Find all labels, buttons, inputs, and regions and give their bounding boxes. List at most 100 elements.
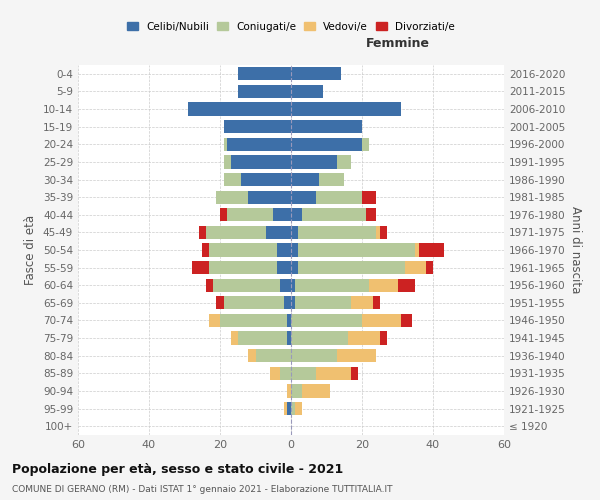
Bar bbox=[277, 244, 291, 256]
Bar bbox=[280, 366, 291, 380]
Bar bbox=[291, 208, 302, 222]
Bar bbox=[238, 85, 291, 98]
Bar bbox=[298, 244, 415, 256]
Bar bbox=[291, 173, 319, 186]
Bar bbox=[256, 349, 291, 362]
Bar bbox=[238, 332, 287, 344]
Bar bbox=[217, 296, 224, 310]
Bar bbox=[291, 314, 362, 327]
Bar bbox=[213, 278, 280, 292]
Bar bbox=[337, 349, 376, 362]
Bar bbox=[291, 384, 302, 398]
Bar bbox=[426, 261, 433, 274]
Bar bbox=[291, 138, 362, 151]
Bar bbox=[362, 190, 376, 204]
Bar bbox=[284, 296, 291, 310]
Bar bbox=[298, 261, 404, 274]
Bar bbox=[206, 278, 213, 292]
Bar bbox=[188, 102, 291, 116]
Bar bbox=[319, 173, 344, 186]
Legend: Celibi/Nubili, Coniugati/e, Vedovi/e, Divorziati/e: Celibi/Nubili, Coniugati/e, Vedovi/e, Di… bbox=[124, 18, 458, 34]
Bar bbox=[362, 314, 401, 327]
Bar bbox=[230, 156, 291, 168]
Bar bbox=[248, 190, 291, 204]
Bar bbox=[227, 208, 273, 222]
Bar bbox=[199, 226, 206, 239]
Bar bbox=[352, 296, 373, 310]
Bar bbox=[291, 278, 295, 292]
Bar bbox=[316, 366, 352, 380]
Y-axis label: Anni di nascita: Anni di nascita bbox=[569, 206, 582, 294]
Bar bbox=[401, 314, 412, 327]
Bar bbox=[217, 190, 248, 204]
Bar bbox=[209, 261, 277, 274]
Bar bbox=[380, 226, 387, 239]
Bar bbox=[291, 261, 298, 274]
Bar bbox=[365, 208, 376, 222]
Bar bbox=[280, 278, 291, 292]
Bar bbox=[369, 278, 398, 292]
Bar bbox=[337, 156, 352, 168]
Bar bbox=[291, 85, 323, 98]
Bar bbox=[287, 402, 291, 415]
Bar bbox=[224, 173, 241, 186]
Bar bbox=[241, 173, 291, 186]
Bar bbox=[291, 366, 316, 380]
Bar bbox=[209, 314, 220, 327]
Bar bbox=[284, 402, 287, 415]
Bar bbox=[209, 244, 277, 256]
Bar bbox=[362, 138, 369, 151]
Bar bbox=[291, 244, 298, 256]
Bar bbox=[291, 190, 316, 204]
Bar bbox=[287, 314, 291, 327]
Bar bbox=[376, 226, 380, 239]
Bar bbox=[398, 278, 415, 292]
Bar bbox=[224, 120, 291, 134]
Bar bbox=[404, 261, 426, 274]
Bar bbox=[248, 349, 256, 362]
Bar bbox=[291, 226, 298, 239]
Bar bbox=[291, 332, 348, 344]
Bar bbox=[291, 296, 295, 310]
Bar bbox=[373, 296, 380, 310]
Bar bbox=[295, 296, 352, 310]
Text: Femmine: Femmine bbox=[365, 37, 430, 50]
Bar bbox=[206, 226, 266, 239]
Bar bbox=[316, 190, 362, 204]
Bar bbox=[380, 332, 387, 344]
Bar bbox=[295, 402, 302, 415]
Bar bbox=[266, 226, 291, 239]
Bar bbox=[298, 226, 376, 239]
Bar bbox=[287, 332, 291, 344]
Bar bbox=[191, 261, 209, 274]
Bar bbox=[287, 384, 291, 398]
Bar bbox=[291, 402, 295, 415]
Bar bbox=[273, 208, 291, 222]
Text: COMUNE DI GERANO (RM) - Dati ISTAT 1° gennaio 2021 - Elaborazione TUTTITALIA.IT: COMUNE DI GERANO (RM) - Dati ISTAT 1° ge… bbox=[12, 485, 392, 494]
Bar bbox=[291, 156, 337, 168]
Bar bbox=[348, 332, 380, 344]
Bar bbox=[415, 244, 419, 256]
Text: Popolazione per età, sesso e stato civile - 2021: Popolazione per età, sesso e stato civil… bbox=[12, 462, 343, 475]
Bar bbox=[302, 384, 330, 398]
Bar bbox=[291, 102, 401, 116]
Bar bbox=[277, 261, 291, 274]
Bar bbox=[220, 208, 227, 222]
Bar bbox=[291, 67, 341, 80]
Y-axis label: Fasce di età: Fasce di età bbox=[25, 215, 37, 285]
Bar bbox=[291, 349, 337, 362]
Bar bbox=[224, 156, 230, 168]
Bar bbox=[224, 296, 284, 310]
Bar bbox=[295, 278, 369, 292]
Bar bbox=[202, 244, 209, 256]
Bar bbox=[227, 138, 291, 151]
Bar bbox=[291, 120, 362, 134]
Bar bbox=[270, 366, 280, 380]
Bar bbox=[220, 314, 287, 327]
Bar bbox=[419, 244, 443, 256]
Bar bbox=[224, 138, 227, 151]
Bar bbox=[302, 208, 365, 222]
Bar bbox=[230, 332, 238, 344]
Bar bbox=[352, 366, 358, 380]
Bar bbox=[238, 67, 291, 80]
